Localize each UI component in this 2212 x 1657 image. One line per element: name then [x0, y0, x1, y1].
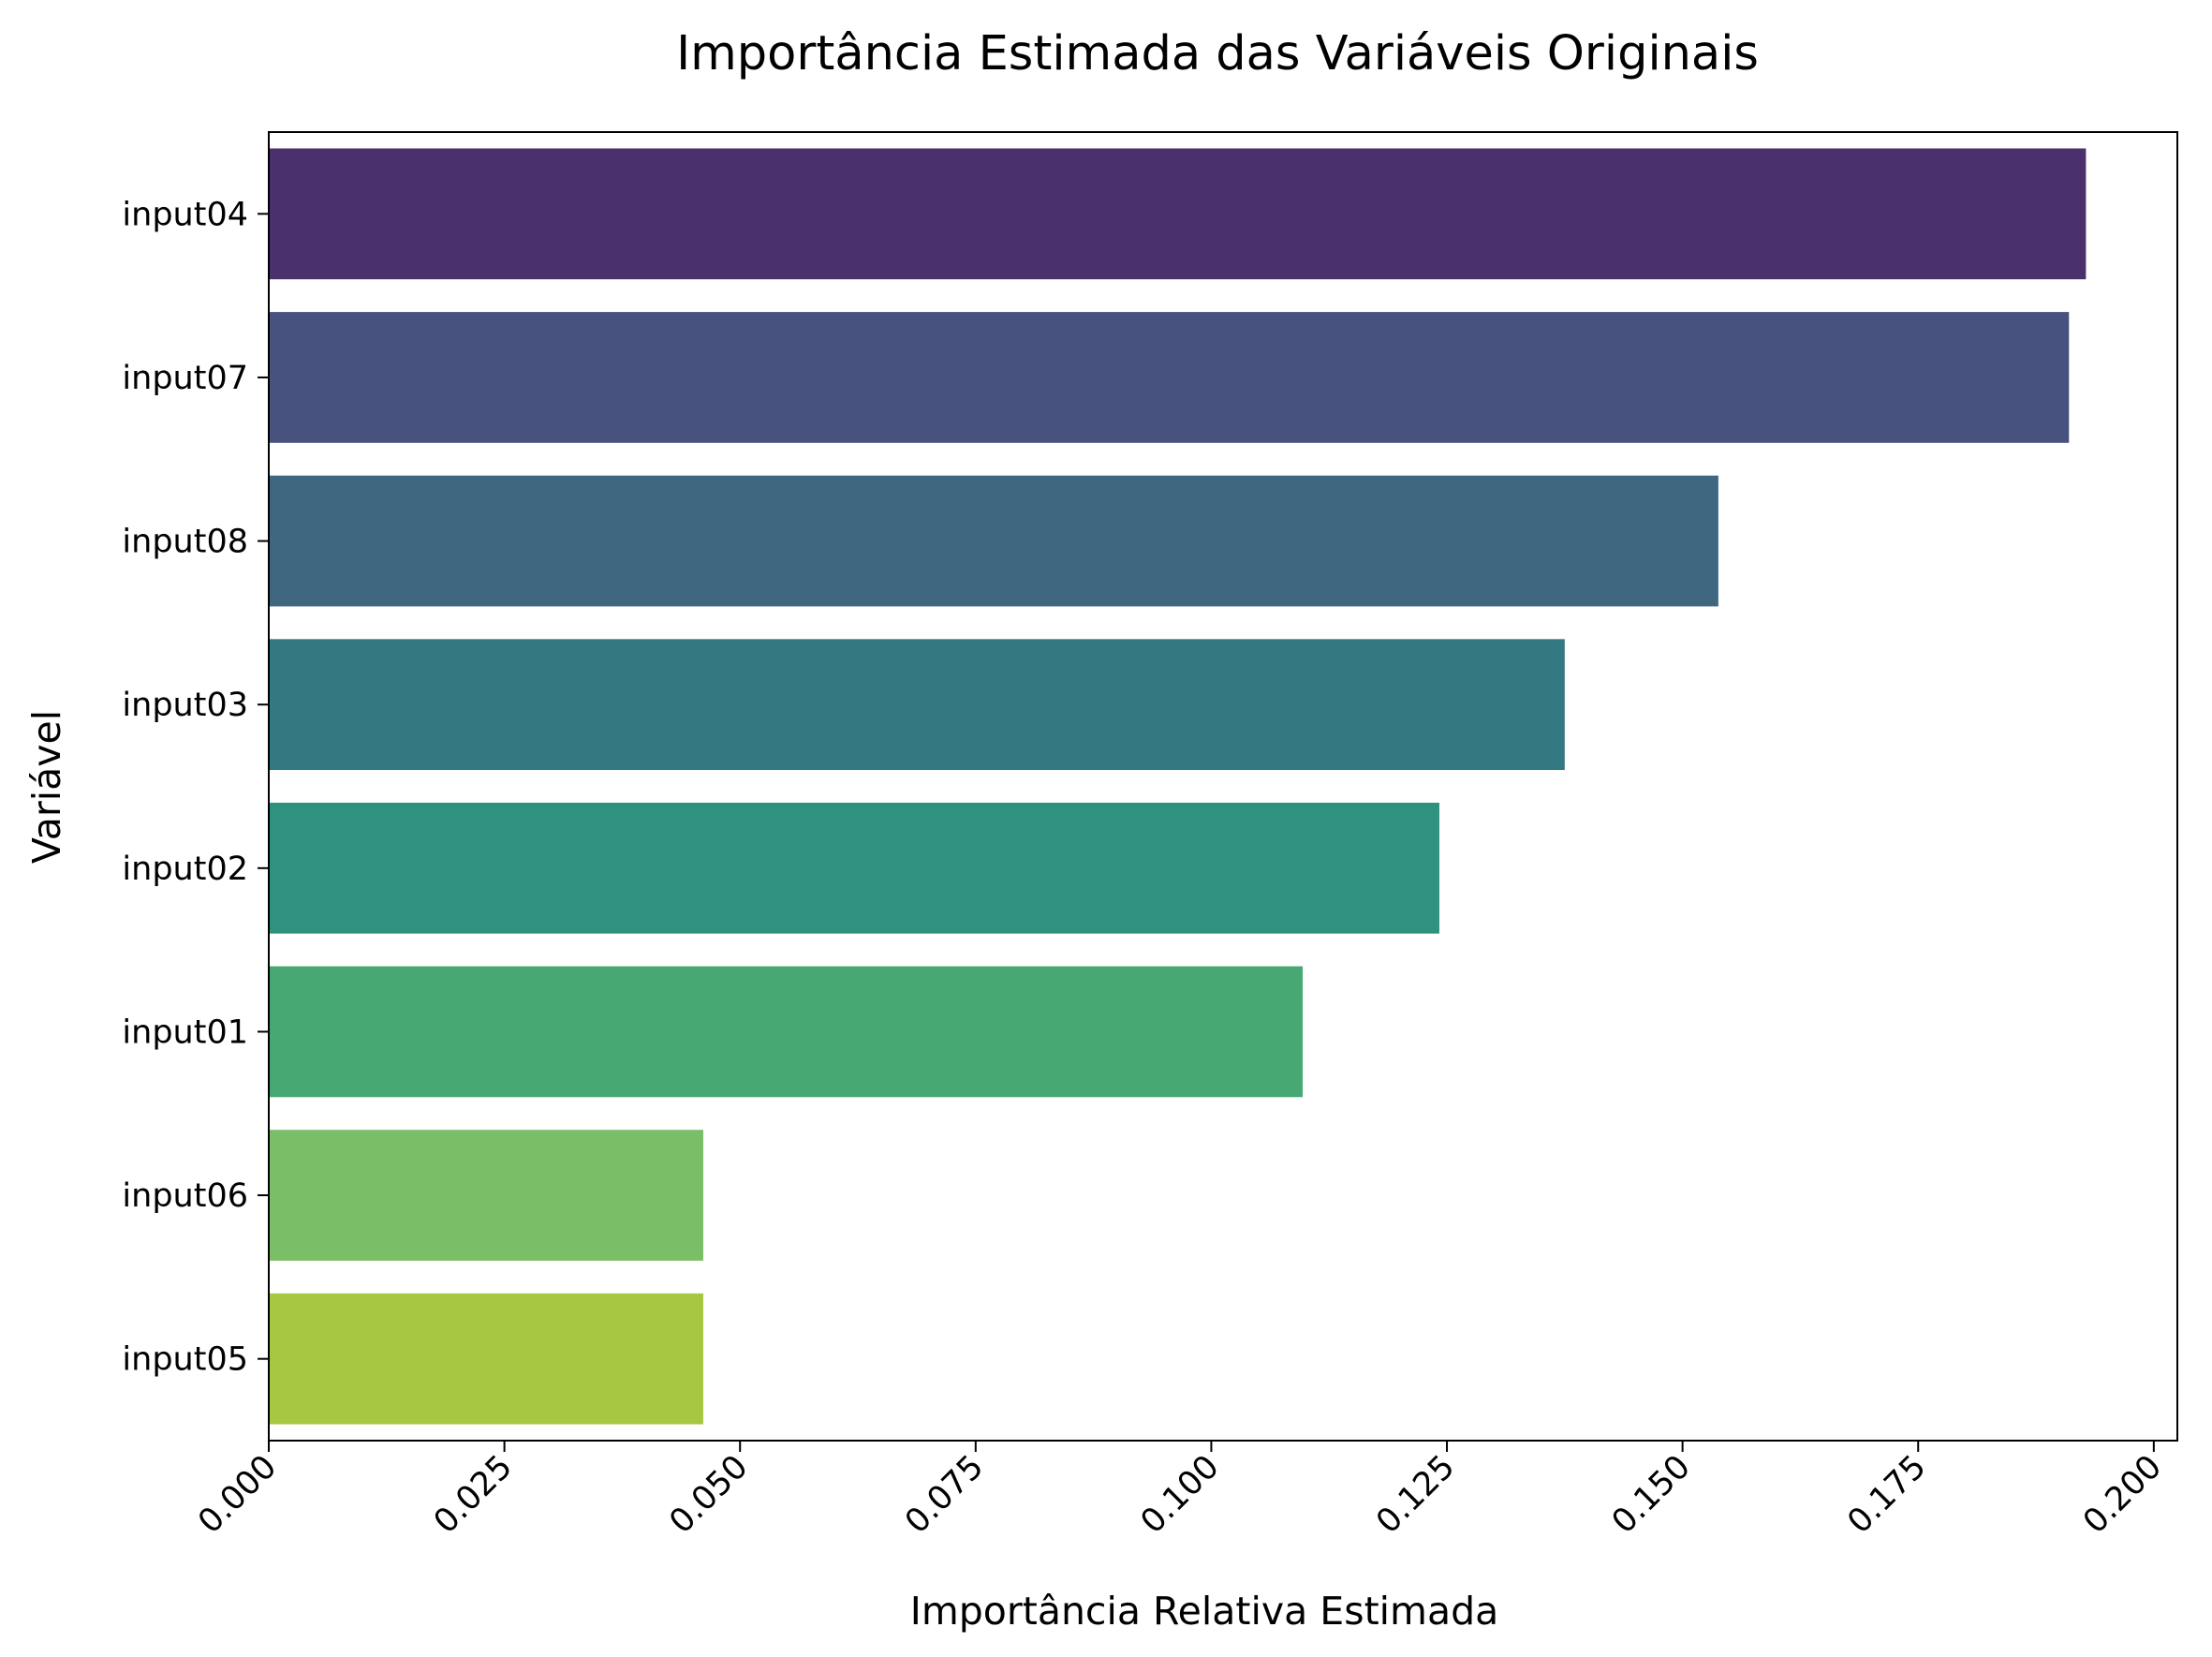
- bar-input07: [269, 312, 2070, 443]
- plot-area: input04 input07 input08 input03 input02 input…: [122, 131, 2178, 1541]
- x-axis-title: Importância Relativa Estimada: [910, 1589, 1499, 1634]
- y-tick-label: input04: [122, 196, 248, 233]
- bar-input03: [269, 639, 1565, 771]
- y-tick-label: input01: [122, 1013, 248, 1051]
- y-tick-label: input06: [122, 1177, 248, 1215]
- bar-input02: [269, 802, 1439, 934]
- bar-input01: [269, 966, 1304, 1098]
- bar-input06: [269, 1130, 703, 1261]
- y-tick-label: input03: [122, 687, 248, 724]
- plot-frame: [268, 131, 2178, 1442]
- y-tick-label: input02: [122, 851, 248, 888]
- y-tick-label: input08: [122, 524, 248, 561]
- bar-input08: [269, 475, 1718, 607]
- y-tick-label: input05: [122, 1341, 248, 1379]
- y-tick-label: input07: [122, 360, 248, 397]
- bar-input04: [269, 148, 2087, 280]
- bar-input05: [269, 1293, 703, 1425]
- y-axis-title: Variável: [24, 710, 69, 864]
- chart-title: Importância Estimada das Variáveis Origi…: [676, 26, 1759, 81]
